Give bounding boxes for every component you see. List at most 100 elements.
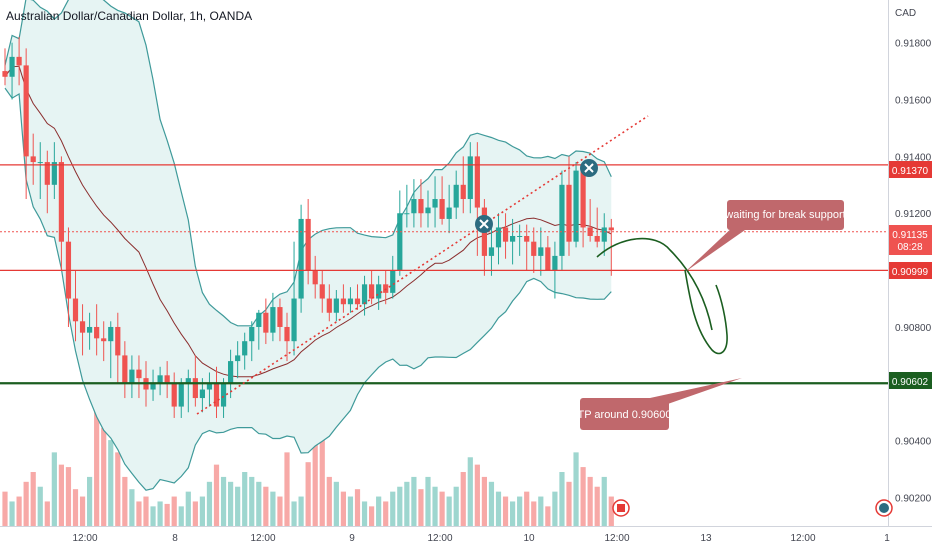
volume-bar (333, 481, 339, 526)
candle (333, 290, 339, 322)
volume-bar (87, 476, 93, 526)
candle (178, 378, 184, 418)
candle (79, 304, 86, 356)
volume-bar (552, 491, 558, 526)
tp-price-label: 0.90602 (889, 372, 932, 389)
volume-bar (143, 496, 149, 526)
candle (587, 199, 593, 242)
volume-bar (376, 496, 382, 526)
callout-tp-around[interactable]: TP around 0.90600 (578, 378, 742, 430)
candle (235, 341, 241, 379)
resistance-price-text: 0.91370 (892, 166, 929, 177)
volume-bar (51, 452, 57, 526)
volume-bar (510, 501, 516, 526)
volume-bar (326, 476, 332, 526)
time-tick-label: 12:00 (72, 533, 97, 544)
price-tick-label: 0.91400 (895, 152, 932, 163)
candle-body (418, 199, 424, 214)
price-tick-label: 0.90800 (895, 323, 932, 334)
candle (277, 298, 283, 342)
candle (545, 235, 551, 271)
candle-body (220, 383, 227, 407)
candle-body (136, 369, 142, 379)
bollinger-basis-line (4, 65, 612, 378)
volume-bar (312, 415, 318, 526)
candle-body (608, 227, 614, 231)
volume-bar (517, 496, 523, 526)
candle (446, 184, 452, 234)
cross-marker-icon[interactable] (475, 215, 493, 233)
time-tick-label: 9 (349, 533, 355, 544)
callout-waiting-break-support[interactable]: waiting for break support (685, 200, 846, 272)
volume-bar (559, 472, 565, 526)
candle (164, 361, 170, 399)
candle-body (199, 389, 205, 399)
candle (418, 179, 424, 228)
volume-bar (171, 496, 177, 526)
volume-bar (404, 481, 410, 526)
time-axis-ticks[interactable]: 12:00 8 12:00 9 12:00 10 12:00 13 12:00 1 (72, 533, 890, 544)
volume-bar (369, 506, 375, 526)
candle-body (185, 378, 191, 384)
candle-body (122, 355, 128, 384)
candle-body (256, 312, 262, 327)
candle-body (277, 307, 283, 327)
volume-bar (37, 486, 43, 526)
candle (460, 156, 466, 214)
candle-body (37, 162, 43, 164)
economic-event-icon[interactable] (875, 499, 893, 517)
volume-bar (298, 496, 304, 526)
candle-body (390, 270, 396, 293)
volume-bar (94, 391, 100, 526)
candle (517, 224, 523, 256)
price-tick-label: 0.91600 (895, 96, 932, 107)
time-tick-label: 8 (172, 533, 178, 544)
callout-2-text: TP around 0.90600 (578, 409, 672, 421)
candle (594, 207, 600, 248)
candle (256, 309, 262, 350)
candle-body (58, 162, 64, 242)
candle (510, 218, 516, 265)
candle-body (580, 170, 586, 228)
volume-bar (340, 491, 346, 526)
volume-bar (467, 457, 473, 526)
candle (347, 287, 354, 313)
candles-layer (2, 36, 614, 418)
volume-bar (129, 489, 135, 526)
volume-bar (432, 486, 438, 526)
candle-body (552, 255, 558, 271)
volume-bar (79, 496, 86, 526)
candle-body (44, 162, 50, 185)
volume-bar (249, 476, 255, 526)
candle-body (361, 284, 368, 305)
candle-body (517, 235, 523, 237)
volume-bar (453, 486, 459, 526)
volume-bar (545, 506, 551, 526)
candle (94, 304, 100, 356)
candle-body (150, 383, 156, 390)
candle-body (566, 184, 572, 242)
candle-body (51, 162, 57, 185)
ascending-trendline[interactable] (196, 115, 649, 415)
candle (30, 133, 36, 185)
candle (206, 372, 213, 407)
candle (495, 213, 502, 265)
candle-body (171, 383, 177, 407)
candle (425, 190, 431, 228)
volume-bar (538, 496, 544, 526)
candle (122, 341, 128, 399)
time-tick-label: 12:00 (250, 533, 275, 544)
candle-body (94, 326, 100, 339)
candle-body (347, 298, 354, 305)
volume-bar (157, 501, 163, 526)
volume-bar (587, 476, 593, 526)
cross-marker-icon[interactable] (580, 159, 598, 177)
volume-layer (2, 391, 614, 526)
candle-body (270, 307, 276, 333)
economic-event-icon[interactable] (612, 499, 630, 517)
volume-bar (495, 491, 502, 526)
volume-bar (256, 481, 262, 526)
candle-body (213, 383, 220, 407)
volume-bar (502, 496, 509, 526)
